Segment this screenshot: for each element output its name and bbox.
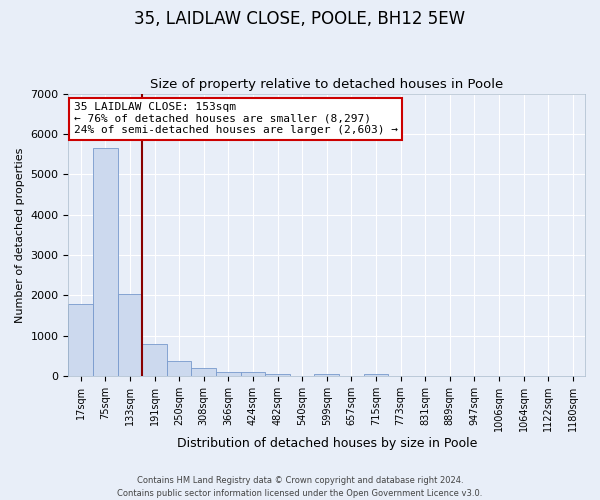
Bar: [241, 372, 265, 376]
Bar: [314, 374, 339, 376]
Text: 35, LAIDLAW CLOSE, POOLE, BH12 5EW: 35, LAIDLAW CLOSE, POOLE, BH12 5EW: [134, 10, 466, 28]
Bar: [191, 368, 216, 376]
X-axis label: Distribution of detached houses by size in Poole: Distribution of detached houses by size …: [176, 437, 477, 450]
Bar: [118, 294, 142, 376]
Text: Contains HM Land Registry data © Crown copyright and database right 2024.
Contai: Contains HM Land Registry data © Crown c…: [118, 476, 482, 498]
Bar: [68, 304, 93, 376]
Y-axis label: Number of detached properties: Number of detached properties: [15, 147, 25, 322]
Bar: [216, 372, 241, 376]
Bar: [167, 362, 191, 376]
Bar: [364, 374, 388, 376]
Bar: [93, 148, 118, 376]
Title: Size of property relative to detached houses in Poole: Size of property relative to detached ho…: [150, 78, 503, 91]
Bar: [265, 374, 290, 376]
Text: 35 LAIDLAW CLOSE: 153sqm
← 76% of detached houses are smaller (8,297)
24% of sem: 35 LAIDLAW CLOSE: 153sqm ← 76% of detach…: [74, 102, 398, 135]
Bar: [142, 344, 167, 376]
